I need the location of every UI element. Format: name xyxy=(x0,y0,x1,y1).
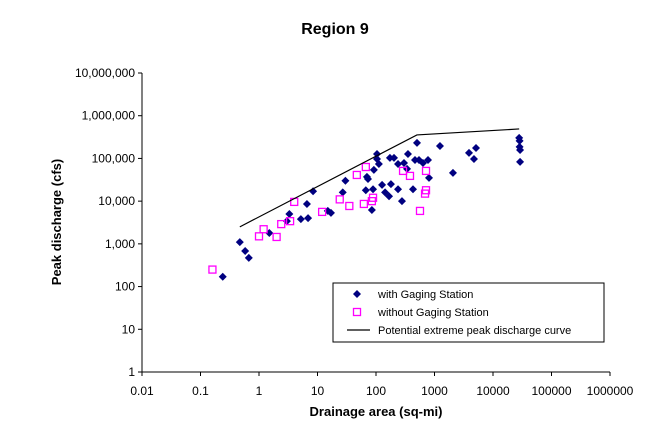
gaged-point xyxy=(394,160,403,169)
legend-box xyxy=(332,282,605,343)
gaged-point xyxy=(408,185,417,194)
gaged-point xyxy=(372,149,381,158)
gaged-point xyxy=(285,210,294,219)
gaged-point xyxy=(369,185,378,194)
ungaged-point xyxy=(335,195,344,204)
y-tick-label: 1,000,000 xyxy=(82,109,136,123)
gaged-point xyxy=(418,159,427,168)
y-tick-label: 10,000 xyxy=(98,194,135,208)
legend-label: with Gaging Station xyxy=(377,289,473,301)
gaged-point xyxy=(369,165,378,174)
ungaged-point xyxy=(368,193,378,202)
gaged-point xyxy=(367,206,376,215)
ungaged-point xyxy=(415,206,425,216)
gaged-point xyxy=(435,141,444,150)
gaged-point xyxy=(394,185,403,194)
ungaged-point xyxy=(361,162,370,172)
gaged-point xyxy=(403,149,412,158)
ungaged-point xyxy=(398,166,408,176)
gaged-point xyxy=(423,155,432,164)
ungaged-point xyxy=(359,199,369,209)
gaged-point xyxy=(338,188,347,197)
gaged-point xyxy=(296,215,305,224)
y-tick-label: 10 xyxy=(122,322,136,336)
gaged-point xyxy=(412,138,421,147)
gaged-point xyxy=(515,136,524,145)
gaged-point xyxy=(302,199,311,208)
gaged-point xyxy=(389,153,398,162)
chart-title: Region 9 xyxy=(301,21,369,38)
legend-diamond-marker xyxy=(353,290,361,298)
x-tick-label: 100000 xyxy=(531,384,571,398)
gaged-point xyxy=(386,180,395,189)
y-axis-label: Peak discharge (cfs) xyxy=(49,159,64,285)
x-tick-label: 100 xyxy=(366,384,386,398)
gaged-point xyxy=(361,186,370,195)
gaged-point xyxy=(326,208,335,217)
x-tick-label: 10 xyxy=(311,384,325,398)
gaged-point xyxy=(378,180,387,189)
gaged-point xyxy=(516,157,525,166)
gaged-point xyxy=(465,148,474,157)
gaged-point xyxy=(374,160,383,169)
gaged-point xyxy=(241,247,250,256)
x-tick-label: 1 xyxy=(256,384,263,398)
ungaged-point xyxy=(208,265,217,274)
x-tick-label: 0.1 xyxy=(192,384,209,398)
gaged-point xyxy=(385,192,394,201)
ungaged-point xyxy=(272,232,281,242)
gaged-point xyxy=(471,143,480,152)
extreme-discharge-curve xyxy=(239,128,520,228)
gaged-point xyxy=(304,214,313,223)
gaged-point xyxy=(341,176,350,185)
y-tick-label: 100,000 xyxy=(92,151,136,165)
legend-square-marker xyxy=(352,307,362,317)
x-tick-label: 10000 xyxy=(476,384,510,398)
ungaged-point xyxy=(352,170,361,180)
ungaged-point xyxy=(259,225,268,234)
ungaged-point xyxy=(254,232,264,241)
gaged-point xyxy=(235,238,244,247)
legend-label: without Gaging Station xyxy=(377,307,489,319)
x-tick-label: 1000 xyxy=(421,384,448,398)
gaged-point xyxy=(516,145,525,154)
y-tick-label: 100 xyxy=(115,280,135,294)
y-tick-label: 1,000 xyxy=(105,237,135,251)
gaged-point xyxy=(469,154,478,163)
gaged-point xyxy=(424,173,433,182)
ungaged-point xyxy=(421,166,431,176)
ungaged-point xyxy=(317,207,327,217)
gaged-point xyxy=(385,153,394,162)
legend: with Gaging Station without Gaging Statio… xyxy=(332,282,605,343)
ungaged-point xyxy=(285,217,295,226)
y-tick-label: 1 xyxy=(128,365,135,379)
ungaged-point xyxy=(405,171,415,181)
ungaged-point xyxy=(277,219,286,229)
x-tick-label: 1000000 xyxy=(587,384,634,398)
ungaged-point xyxy=(420,189,430,198)
legend-label: Potential extreme peak discharge curve xyxy=(378,325,571,337)
x-tick-label: 0.01 xyxy=(130,384,154,398)
gaged-point xyxy=(397,197,406,206)
ungaged-point xyxy=(345,201,354,211)
y-tick-label: 10,000,000 xyxy=(75,66,135,80)
gaged-point xyxy=(244,253,253,262)
gaged-point xyxy=(399,159,408,168)
gaged-point xyxy=(364,174,373,183)
x-axis-label: Drainage area (sq-mi) xyxy=(310,404,443,419)
gaged-point xyxy=(218,272,227,281)
gaged-point xyxy=(448,168,457,177)
